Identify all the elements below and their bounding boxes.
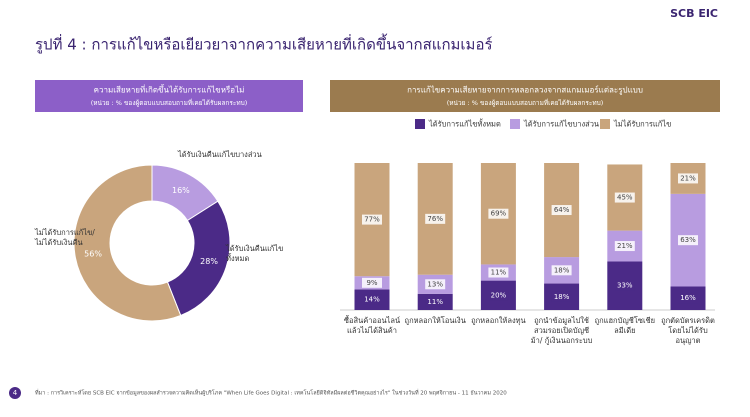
value-label-bg	[425, 213, 446, 224]
page-number: 4	[13, 389, 18, 397]
left-title: ความเสียหายที่เกิดขึ้นได้รับการแก้ไขหรือ…	[94, 84, 245, 95]
slice-label: 56%	[84, 250, 102, 259]
legend-swatch	[600, 119, 610, 129]
value-label: 16%	[680, 294, 696, 302]
value-label-bg	[425, 296, 446, 307]
value-label: 77%	[364, 216, 380, 224]
value-label: 18%	[554, 266, 570, 274]
value-label: 63%	[680, 236, 696, 244]
value-label: 18%	[554, 293, 570, 301]
slice-label: 16%	[172, 186, 190, 195]
value-label-bg	[362, 277, 382, 288]
slide-title: รูปที่ 4 : การแก้ไขหรือเยียวยาจากความเสี…	[35, 34, 493, 54]
value-label: 20%	[491, 291, 507, 299]
value-label-bg	[488, 208, 509, 219]
legend-label: ได้รับการแก้ไขบางส่วน	[523, 120, 599, 129]
slice-category: ไม่ได้รับการแก้ไข/ ไม่ได้รับเงินคืน	[35, 228, 95, 248]
value-label: 76%	[427, 215, 443, 223]
legend-label: ได้รับการแก้ไขทั้งหมด	[428, 119, 501, 129]
x-tick-label: ซื้อสินค้าออนไลน์แล้วไม่ได้สินค้า	[343, 316, 401, 336]
value-label-bg	[551, 265, 572, 276]
value-label-bg	[551, 205, 572, 216]
value-label: 64%	[554, 206, 570, 214]
legend-swatch	[415, 119, 425, 129]
value-label-bg	[425, 279, 446, 290]
value-label-bg	[614, 241, 635, 252]
value-label: 11%	[427, 298, 443, 306]
value-label: 45%	[617, 194, 633, 202]
value-label: 69%	[491, 210, 507, 218]
x-tick-label: ถูกนำข้อมูลไปใช้ สวมรอยเปิดบัญชีม้า/ กู้…	[530, 316, 593, 346]
value-label-bg	[488, 290, 509, 301]
x-tick-label: ถูกหลอกให้ลงทุน	[471, 316, 526, 325]
x-tick-label: ถูกตัดบัตรเครดิตโดยไม่ได้รับอนุญาต	[661, 316, 715, 346]
value-label: 21%	[680, 174, 696, 182]
left-header	[35, 80, 303, 112]
left-subtitle: (หน่วย : % ของผู้ตอบแบบสอบถามที่เคยได้รั…	[91, 98, 248, 107]
slice-category: ได้รับเงินคืนแก้ไขทั้งหมด	[226, 244, 284, 264]
value-label-bg	[678, 173, 698, 184]
right-title: การแก้ไขความเสียหายจากการหลอกลวงจากสแกมเ…	[407, 85, 643, 96]
legend-swatch	[510, 119, 520, 129]
value-label-bg	[362, 294, 382, 305]
source-note: ที่มา : การวิเคราะห์โดย SCB EIC จากข้อมู…	[35, 389, 508, 397]
donut-slice	[166, 200, 231, 317]
donut-slice	[73, 164, 182, 322]
logo: SCB EIC	[670, 7, 718, 20]
right-subtitle: (หน่วย : % ของผู้ตอบแบบสอบถามที่เคยได้รั…	[447, 98, 604, 107]
value-label: 14%	[364, 296, 380, 304]
right-header	[330, 80, 720, 112]
value-label-bg	[614, 192, 635, 203]
value-label-bg	[678, 235, 698, 246]
value-label: 9%	[366, 279, 377, 287]
slice-label: 28%	[200, 257, 218, 266]
value-label: 11%	[491, 269, 507, 277]
page-badge	[9, 387, 21, 399]
value-label: 21%	[617, 242, 633, 250]
legend-label: ไม่ได้รับการแก้ไข	[613, 120, 671, 129]
x-tick-label: ถูกหลอกให้โอนเงิน	[404, 316, 466, 325]
value-label-bg	[488, 267, 509, 278]
value-label: 33%	[617, 282, 633, 290]
value-label-bg	[614, 280, 635, 291]
x-tick-label: ถูกแฮกบัญชีโซเชียลมีเดีย	[594, 316, 656, 336]
value-label-bg	[551, 291, 572, 302]
value-label: 13%	[427, 280, 443, 288]
slice-category: ได้รับเงินคืนแก้ไขบางส่วน	[178, 150, 262, 159]
value-label-bg	[362, 214, 382, 225]
value-label-bg	[678, 293, 698, 304]
